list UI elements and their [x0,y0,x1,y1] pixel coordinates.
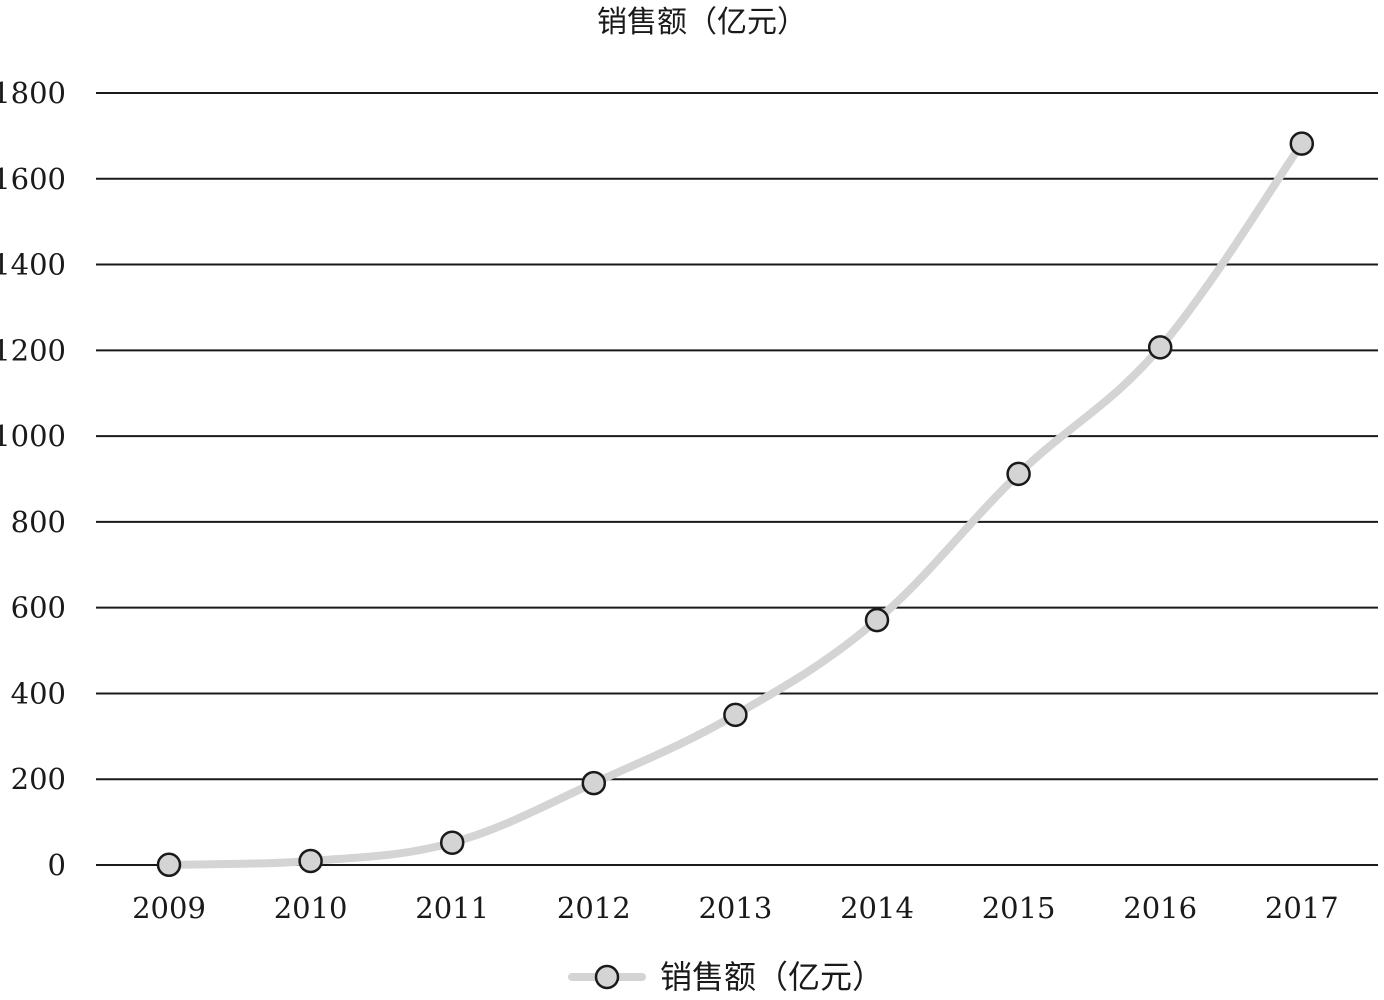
x-tick-label: 2010 [274,891,348,925]
x-tick-label: 2015 [982,891,1056,925]
x-tick-label: 2012 [557,891,631,925]
x-axis-ticks: 2009 2010 2011 2012 2013 2014 2015 2016 2017 [132,891,1339,925]
data-point-2012 [581,770,607,796]
x-tick-label: 2016 [1123,891,1197,925]
y-tick-label: 1800 [0,76,66,110]
gridlines [96,92,1378,866]
x-tick-label: 2009 [132,891,206,925]
y-axis-ticks: 0 200 400 600 800 1000 1200 1400 1600 1800 [0,76,66,882]
data-point-2013 [723,702,748,728]
series-layer [156,131,1315,878]
data-point-2011 [439,830,465,855]
y-tick-label: 1200 [0,333,66,367]
data-point-2017 [1289,131,1315,156]
x-tick-label: 2011 [415,891,489,925]
y-tick-label: 1400 [0,248,66,282]
y-tick-label: 200 [11,762,66,796]
x-tick-label: 2017 [1265,891,1339,925]
data-point-2016 [1147,335,1173,360]
legend: 销售额（亿元） [568,958,884,996]
series-line [165,139,1306,869]
data-point-2010 [298,848,323,874]
data-point-2015 [1006,461,1031,487]
legend-marker-swatch [594,964,620,990]
data-point-2009 [156,852,182,878]
x-tick-label: 2014 [840,891,914,925]
data-point-2014 [864,607,890,633]
y-tick-label: 800 [11,505,66,539]
y-tick-label: 1600 [0,162,66,196]
y-tick-label: 1000 [0,419,66,453]
legend-label: 销售额（亿元） [660,958,884,996]
y-tick-label: 600 [11,591,66,625]
y-tick-label: 0 [48,848,66,882]
y-tick-label: 400 [11,676,66,710]
chart-title: 销售额（亿元） [597,5,807,40]
x-tick-label: 2013 [698,891,772,925]
